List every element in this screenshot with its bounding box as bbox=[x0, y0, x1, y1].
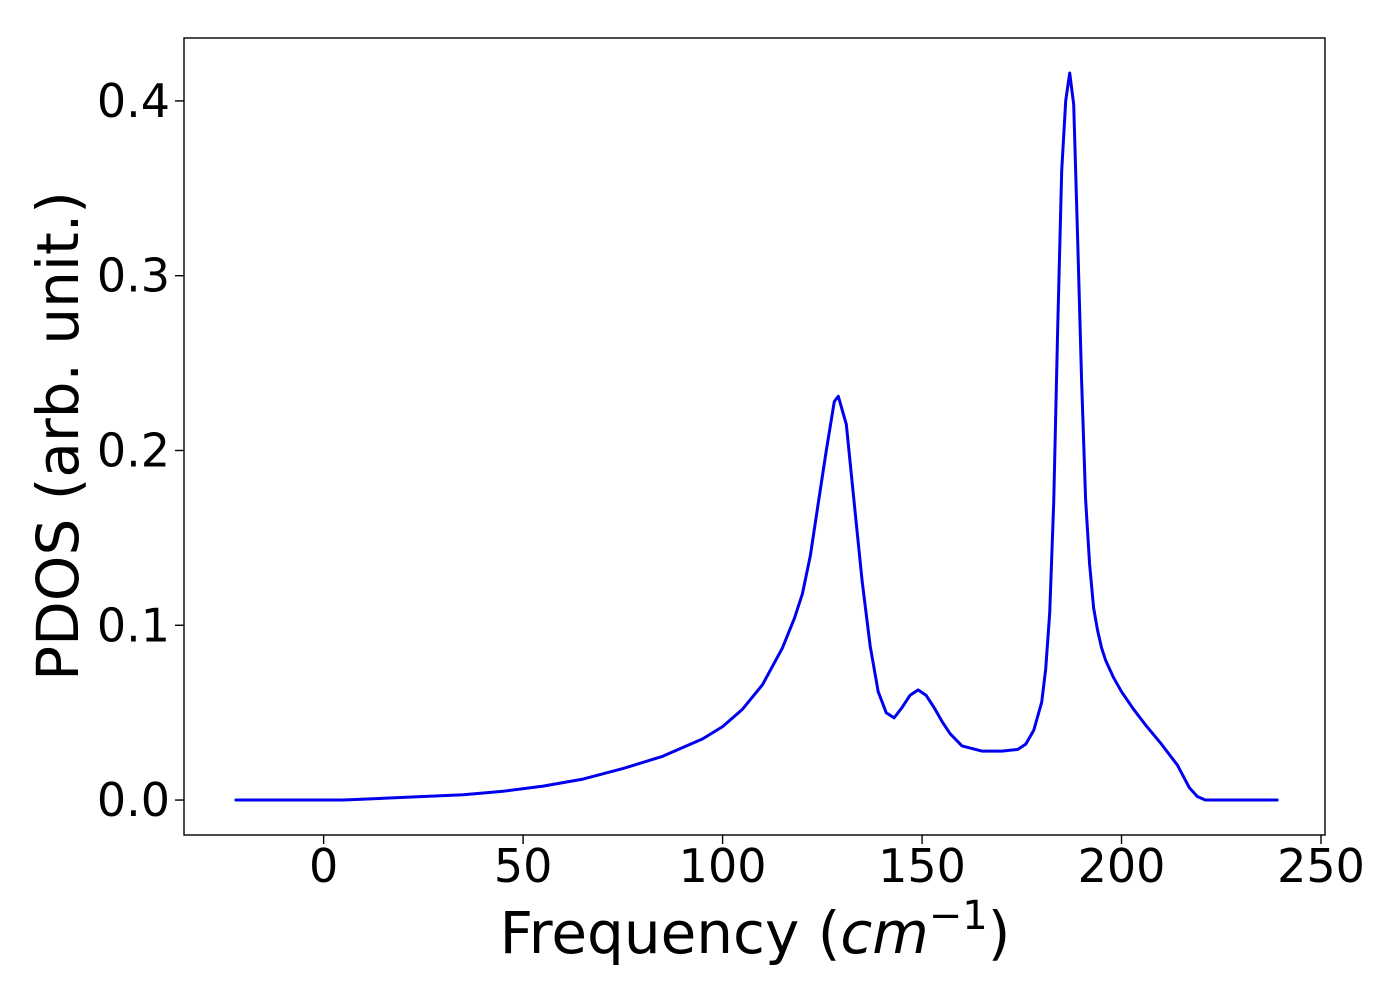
x-tick-label: 100 bbox=[679, 839, 767, 893]
x-tick-label: 250 bbox=[1277, 839, 1365, 893]
x-tick-label: 200 bbox=[1078, 839, 1166, 893]
pdos-series-line-0 bbox=[234, 71, 1279, 802]
x-axis-label: Frequency (cm−1) bbox=[500, 893, 1011, 967]
series-layer bbox=[234, 71, 1279, 802]
x-axis-label-suffix: ) bbox=[988, 899, 1011, 967]
plot-area bbox=[184, 38, 1325, 835]
x-axis-ticks: 0 50 100 150 200 250 bbox=[309, 835, 1365, 893]
plot-frame bbox=[183, 37, 1326, 836]
y-tick-label: 0.1 bbox=[97, 598, 170, 652]
x-tick-label: 150 bbox=[878, 839, 966, 893]
y-tick-label: 0.0 bbox=[97, 773, 170, 827]
x-tick-label: 50 bbox=[494, 839, 553, 893]
y-tick-label: 0.4 bbox=[97, 74, 170, 128]
x-axis-label-exponent: −1 bbox=[929, 893, 988, 939]
y-tick-label: 0.3 bbox=[97, 249, 170, 303]
x-axis-label-prefix: Frequency ( bbox=[500, 899, 841, 967]
y-axis-ticks: 0.0 0.1 0.2 0.3 0.4 bbox=[97, 74, 184, 827]
x-tick-label: 0 bbox=[309, 839, 338, 893]
y-tick-label: 0.2 bbox=[97, 423, 170, 477]
y-axis-label: PDOS (arb. unit.) bbox=[24, 191, 92, 681]
x-axis-label-unit: cm bbox=[840, 899, 928, 967]
